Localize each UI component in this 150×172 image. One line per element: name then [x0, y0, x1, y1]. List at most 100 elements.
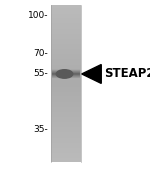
Bar: [51, 97, 81, 98]
Bar: [51, 157, 81, 158]
Bar: [51, 61, 81, 62]
Bar: [51, 155, 81, 156]
Bar: [51, 15, 81, 16]
Bar: [51, 12, 81, 13]
Bar: [51, 86, 81, 87]
Ellipse shape: [56, 70, 73, 78]
Bar: [51, 34, 81, 35]
Bar: [51, 151, 81, 152]
Bar: [51, 9, 81, 10]
Bar: [51, 54, 81, 55]
Bar: [51, 70, 81, 71]
Bar: [51, 121, 81, 122]
Bar: [51, 103, 81, 104]
Bar: [51, 20, 81, 21]
Bar: [51, 96, 81, 97]
Bar: [51, 14, 81, 15]
Bar: [51, 126, 81, 127]
Bar: [51, 113, 81, 114]
Bar: [51, 154, 81, 155]
Bar: [51, 100, 81, 101]
Bar: [51, 89, 81, 90]
Bar: [51, 116, 81, 117]
Bar: [51, 156, 81, 157]
Bar: [51, 125, 81, 126]
Bar: [51, 98, 81, 99]
Bar: [51, 40, 81, 41]
Bar: [51, 16, 81, 17]
Text: 100-: 100-: [27, 11, 48, 20]
Bar: [51, 92, 81, 93]
Bar: [51, 82, 81, 83]
Bar: [51, 78, 81, 79]
Bar: [51, 5, 81, 6]
Bar: [51, 118, 81, 119]
Bar: [51, 107, 81, 108]
Bar: [51, 38, 81, 39]
Bar: [51, 147, 81, 148]
Bar: [51, 84, 81, 85]
Bar: [51, 39, 81, 40]
Bar: [51, 51, 81, 52]
Bar: [51, 44, 81, 45]
Bar: [51, 23, 81, 24]
Bar: [51, 150, 81, 151]
Bar: [51, 41, 81, 42]
Bar: [51, 33, 81, 34]
Bar: [51, 57, 81, 58]
Bar: [51, 111, 81, 112]
Bar: [51, 47, 81, 48]
Bar: [51, 119, 81, 120]
Bar: [51, 99, 81, 100]
Bar: [51, 77, 81, 78]
Bar: [51, 60, 81, 61]
Bar: [51, 144, 81, 145]
Bar: [51, 137, 81, 138]
Bar: [51, 159, 81, 160]
Bar: [51, 49, 81, 50]
Bar: [51, 73, 81, 74]
Bar: [51, 18, 81, 19]
Bar: [51, 75, 81, 76]
Bar: [51, 135, 81, 136]
Bar: [51, 30, 81, 31]
Bar: [51, 10, 81, 11]
Bar: [51, 59, 81, 60]
Bar: [51, 134, 81, 135]
Bar: [51, 50, 81, 51]
Bar: [51, 27, 81, 28]
Bar: [51, 101, 81, 102]
Bar: [51, 114, 81, 115]
Bar: [51, 35, 81, 36]
Bar: [51, 36, 81, 37]
Bar: [51, 71, 81, 72]
Bar: [51, 108, 81, 109]
Bar: [51, 72, 81, 73]
Bar: [51, 152, 81, 153]
Bar: [51, 136, 81, 137]
Bar: [51, 112, 81, 113]
Bar: [51, 140, 81, 141]
Bar: [51, 31, 81, 32]
Bar: [51, 87, 81, 88]
Bar: [51, 48, 81, 49]
Bar: [51, 95, 81, 96]
Text: 70-: 70-: [33, 49, 48, 58]
Bar: [51, 52, 81, 53]
Bar: [51, 93, 81, 94]
Bar: [51, 69, 81, 70]
Bar: [51, 6, 81, 7]
Bar: [51, 65, 81, 66]
Bar: [51, 32, 81, 33]
Bar: [51, 149, 81, 150]
Bar: [51, 129, 81, 130]
Bar: [51, 88, 81, 89]
Bar: [51, 66, 81, 67]
Bar: [51, 122, 81, 123]
Bar: [51, 55, 81, 56]
Bar: [51, 45, 81, 46]
Bar: [51, 56, 81, 57]
Bar: [51, 64, 81, 65]
Bar: [51, 19, 81, 20]
Bar: [51, 67, 81, 68]
